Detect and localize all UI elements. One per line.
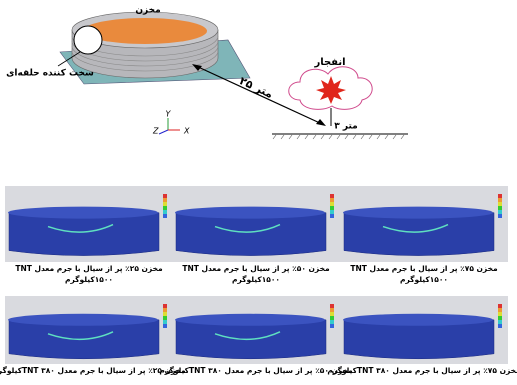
colorbar	[163, 320, 167, 324]
y-axis-label: Y	[166, 110, 172, 119]
ground-hatch	[273, 135, 404, 139]
caption: ۱۵۰۰کیلوگرم	[232, 275, 280, 284]
caption: مخزن ۷۵٪ پر از سیال با جرم معدل TNT	[350, 264, 498, 273]
explosion-label: انفجار	[313, 57, 345, 68]
z-axis-label: Z	[152, 127, 159, 136]
colorbar	[330, 198, 334, 202]
tank-top	[175, 314, 325, 326]
colorbar	[163, 312, 167, 316]
colorbar	[330, 194, 334, 198]
distance-label: ۲۵ متر	[237, 74, 275, 101]
height-label: ۳ متر	[334, 122, 358, 132]
arrow-head	[316, 119, 326, 126]
tank-top	[343, 207, 493, 219]
colorbar	[330, 214, 334, 218]
caption: ۱۵۰۰کیلوگرم	[400, 275, 448, 284]
caption: ۱۵۰۰کیلوگرم	[65, 275, 113, 284]
colorbar	[330, 316, 334, 320]
colorbar	[498, 206, 502, 210]
colorbar	[330, 202, 334, 206]
colorbar	[330, 320, 334, 324]
colorbar	[498, 320, 502, 324]
colorbar	[498, 316, 502, 320]
x-axis-label: X	[183, 127, 190, 136]
colorbar	[330, 210, 334, 214]
caption: مخزن ۵۰٪ پر از سیال با جرم معدل TNT ۳۸۰ک…	[159, 366, 353, 375]
deformed-tank	[344, 213, 494, 256]
deformed-tank	[176, 213, 326, 256]
figure: مخزن سخت کننده حلقه‌ای ۲۵ متر انفجار ۳ م…	[0, 0, 517, 385]
tank-top	[8, 207, 158, 219]
stiffener-label: سخت کننده حلقه‌ای	[6, 69, 94, 79]
caption: مخزن ۲۵٪ پر از سیال با جرم معدل TNT ۳۸۰ک…	[0, 366, 186, 375]
caption: مخزن ۷۵٪ پر از سیال با جرم معدل TNT ۳۸۰ک…	[327, 366, 517, 375]
tank-label: مخزن	[135, 6, 160, 16]
colorbar	[163, 194, 167, 198]
colorbar	[498, 198, 502, 202]
caption: مخزن ۲۵٪ پر از سیال با جرم معدل TNT	[15, 264, 163, 273]
colorbar	[163, 210, 167, 214]
colorbar	[498, 214, 502, 218]
tank-top	[8, 314, 158, 326]
colorbar	[163, 324, 167, 328]
z-axis	[159, 130, 168, 134]
colorbar	[498, 324, 502, 328]
tank-top	[175, 207, 325, 219]
colorbar	[163, 198, 167, 202]
caption: مخزن ۵۰٪ پر از سیال با جرم معدل TNT	[182, 264, 330, 273]
colorbar	[498, 210, 502, 214]
colorbar	[498, 202, 502, 206]
colorbar	[330, 308, 334, 312]
colorbar	[498, 312, 502, 316]
colorbar	[330, 206, 334, 210]
colorbar	[163, 304, 167, 308]
deformed-tank	[9, 213, 159, 256]
colorbar	[163, 214, 167, 218]
colorbar	[163, 308, 167, 312]
colorbar	[330, 304, 334, 308]
colorbar	[163, 206, 167, 210]
colorbar	[163, 316, 167, 320]
colorbar	[330, 312, 334, 316]
colorbar	[163, 202, 167, 206]
colorbar	[498, 194, 502, 198]
stiffener-detail	[74, 26, 102, 54]
tank-top	[343, 314, 493, 326]
colorbar	[498, 308, 502, 312]
colorbar	[498, 304, 502, 308]
colorbar	[330, 324, 334, 328]
